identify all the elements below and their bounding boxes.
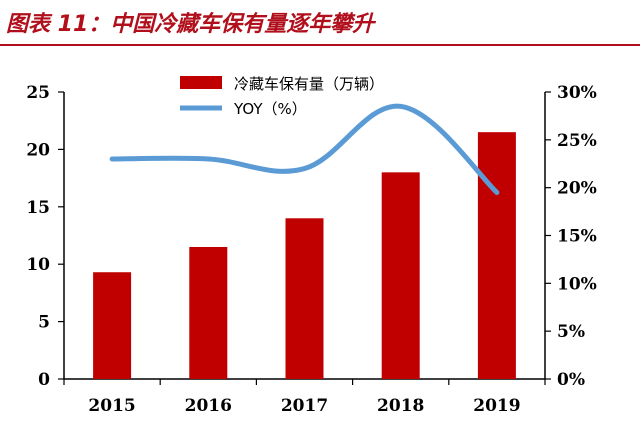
- yoy-line: [109, 103, 500, 195]
- y-left-tick-label: 25: [26, 83, 50, 103]
- figure-title: 图表 11：中国冷藏车保有量逐年攀升: [6, 12, 375, 37]
- x-tick-label: 2015: [88, 396, 135, 416]
- x-tick-label: 2019: [473, 396, 520, 416]
- y-right-tick-label: 5%: [557, 322, 585, 342]
- title-divider: [0, 44, 640, 46]
- x-tick-label: 2018: [377, 396, 424, 416]
- bar-2015: [93, 272, 132, 379]
- bar-2016: [189, 246, 228, 379]
- legend-label-bar: 冷藏车保有量（万辆）: [234, 75, 384, 93]
- y-right-tick-label: 25%: [557, 131, 597, 151]
- bar-2019: [477, 132, 516, 379]
- y-right-tick-label: 10%: [557, 274, 597, 294]
- y-right-tick-label: 0%: [557, 370, 585, 390]
- x-tick-label: 2017: [281, 396, 328, 416]
- legend-label-line: YOY（%）: [233, 100, 307, 118]
- bar-2017: [285, 218, 324, 379]
- y-left-tick-label: 10: [26, 255, 50, 275]
- combo-chart: 0 5 10 15 20 25 0% 5% 10% 15% 20% 25% 30% 2015 2016 201…: [26, 75, 597, 416]
- x-tick-label: 2016: [185, 396, 232, 416]
- y-right-tick-label: 30%: [557, 83, 597, 103]
- figure-title-bar: 图表 11：中国冷藏车保有量逐年攀升: [0, 0, 640, 48]
- y-left-tick-label: 5: [38, 313, 50, 333]
- bar-2018: [381, 172, 420, 379]
- y-right-tick-label: 20%: [557, 179, 597, 199]
- y-left-tick-label: 20: [26, 140, 50, 160]
- y-left-tick-label: 15: [26, 198, 50, 218]
- y-right-tick-label: 15%: [557, 227, 597, 247]
- y-left-tick-label: 0: [38, 370, 50, 390]
- legend-swatch-bar: [180, 76, 222, 89]
